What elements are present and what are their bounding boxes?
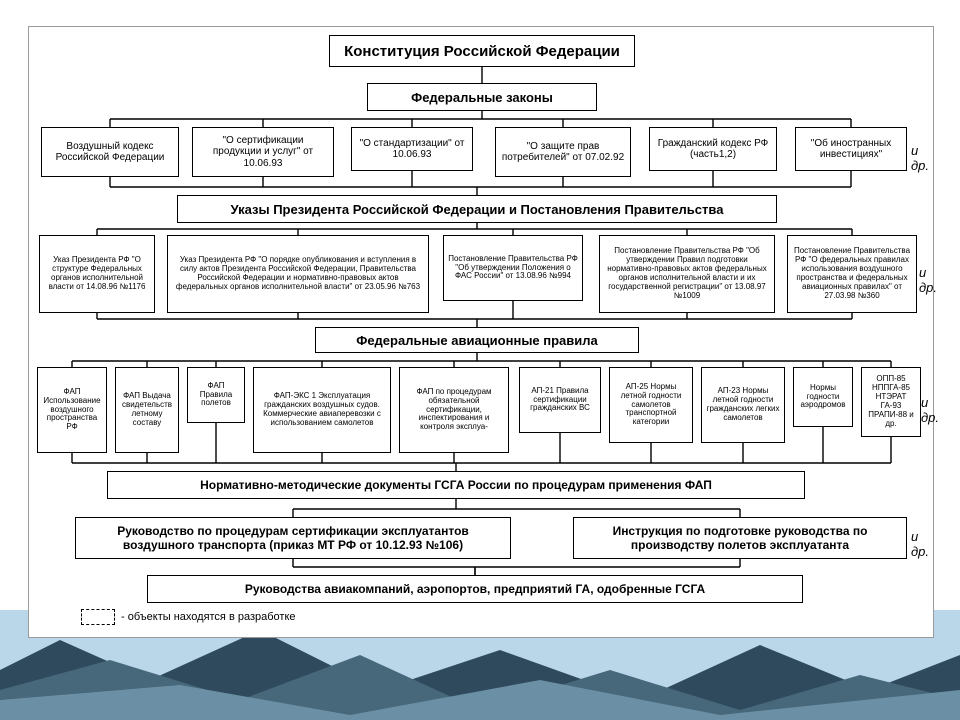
node-r3a: ФАП Использование воздушного пространств… <box>37 367 107 453</box>
node-n3: Указы Президента Российской Федерации и … <box>177 195 777 223</box>
node-r2d: Постановление Правительства РФ "Об утвер… <box>599 235 775 313</box>
node-r3h: АП-23 Нормы летной годности гражданских … <box>701 367 785 443</box>
node-r2a: Указ Президента РФ "О структуре Федераль… <box>39 235 155 313</box>
node-r1f: "Об иностранных инвестициях" <box>795 127 907 171</box>
node-r3d: ФАП-ЭКС 1 Эксплуатация гражданских возду… <box>253 367 391 453</box>
node-r3b: ФАП Выдача свидетельств летному составу <box>115 367 179 453</box>
legend-text: - объекты находятся в разработке <box>121 611 296 623</box>
etc-label: и др. <box>911 529 933 559</box>
etc-label: и др. <box>919 265 937 295</box>
node-r3j: ОПП-85 НППГА-85 НТЭРАТ ГА-93 ПРАПИ-88 и … <box>861 367 921 437</box>
legend: - объекты находятся в разработке <box>81 609 296 625</box>
node-r3g: АП-25 Нормы летной годности самолетов тр… <box>609 367 693 443</box>
node-n6b: Инструкция по подготовке руководства по … <box>573 517 907 559</box>
node-r2e: Постановление Правительства РФ "О федера… <box>787 235 917 313</box>
node-r1d: "О защите прав потребителей" от 07.02.92 <box>495 127 631 177</box>
node-r3f: АП-21 Правила сертификации гражданских В… <box>519 367 601 433</box>
node-n6a: Руководство по процедурам сертификации э… <box>75 517 511 559</box>
node-n4: Федеральные авиационные правила <box>315 327 639 353</box>
legend-swatch <box>81 609 115 625</box>
node-r3e: ФАП по процедурам обязательной сертифика… <box>399 367 509 453</box>
etc-label: и др. <box>911 143 933 173</box>
node-r2c: Постановление Правительства РФ "Об утвер… <box>443 235 583 301</box>
node-r3c: ФАП Правила полетов <box>187 367 245 423</box>
diagram-panel: Конституция Российской Федерации Федераль… <box>28 26 934 638</box>
node-r3i: Нормы годности аэродромов <box>793 367 853 427</box>
node-r1a: Воздушный кодекс Российской Федерации <box>41 127 179 177</box>
node-n2: Федеральные законы <box>367 83 597 111</box>
stage: Конституция Российской Федерации Федераль… <box>0 0 960 720</box>
node-n1: Конституция Российской Федерации <box>329 35 635 67</box>
node-r1e: Гражданский кодекс РФ (часть1,2) <box>649 127 777 171</box>
etc-label: и др. <box>921 395 939 425</box>
node-r1b: "О сертификации продукции и услуг" от 10… <box>192 127 334 177</box>
node-r2b: Указ Президента РФ "О порядке опубликова… <box>167 235 429 313</box>
node-n7: Руководства авиакомпаний, аэропортов, пр… <box>147 575 803 603</box>
node-r1c: "О стандартизации" от 10.06.93 <box>351 127 473 171</box>
node-n5: Нормативно-методические документы ГСГА Р… <box>107 471 805 499</box>
